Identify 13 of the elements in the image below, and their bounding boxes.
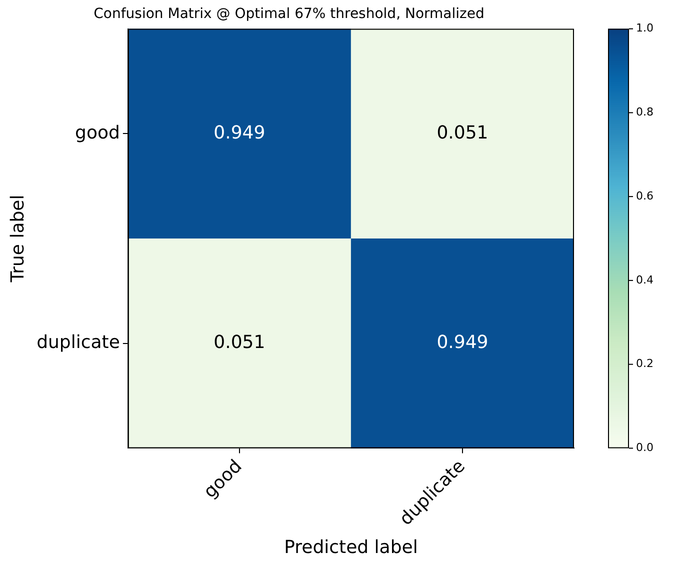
- data-label: 0.051: [214, 332, 266, 354]
- y-axis-title: True label: [7, 194, 28, 284]
- color-bar-label: 0.8: [636, 106, 654, 119]
- data-label: 0.949: [214, 122, 266, 144]
- chart-title: Confusion Matrix @ Optimal 67% threshold, Normalized: [94, 6, 484, 22]
- x-axis-title: Predicted label: [284, 536, 418, 558]
- color-bar-label: 0.0: [636, 441, 654, 454]
- color-bar-label: 0.6: [636, 189, 654, 202]
- color-bar-label: 1.0: [636, 22, 654, 35]
- color-bar-label: 0.2: [636, 357, 654, 370]
- data-label: 0.051: [436, 122, 488, 144]
- data-label: 0.949: [436, 332, 488, 354]
- color-bar-label: 0.4: [636, 273, 654, 286]
